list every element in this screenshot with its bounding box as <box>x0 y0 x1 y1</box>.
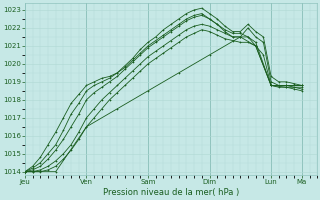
X-axis label: Pression niveau de la mer( hPa ): Pression niveau de la mer( hPa ) <box>103 188 239 197</box>
